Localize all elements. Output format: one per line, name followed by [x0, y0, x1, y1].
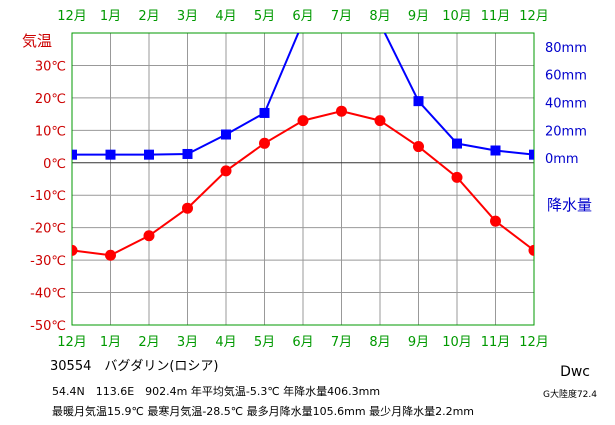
month-label-top: 12月: [519, 9, 549, 24]
month-label-top: 1月: [100, 9, 121, 24]
temperature-point: [490, 215, 501, 227]
temperature-point: [528, 244, 534, 256]
temperature-point: [451, 171, 463, 183]
month-label-top: 5月: [254, 9, 275, 24]
temperature-point: [182, 202, 193, 214]
temperature-point: [143, 230, 155, 242]
month-label-bottom: 11月: [481, 335, 511, 350]
station-info-line-2: 最暖月気温15.9℃ 最寒月気温-28.5℃ 最多月降水量105.6mm 最少月…: [52, 405, 474, 418]
precipitation-point: [221, 129, 231, 140]
precipitation-tick-label: 80mm: [545, 41, 587, 56]
temperature-point: [220, 165, 232, 177]
month-label-bottom: 5月: [254, 335, 275, 350]
temperature-tick-label: -10℃: [30, 189, 66, 204]
precipitation-tick-labels: 80mm 60mm 40mm 20mm 0mm: [545, 41, 587, 167]
temperature-tick-label: -20℃: [30, 222, 66, 237]
precipitation-point: [105, 149, 116, 160]
month-label-bottom: 8月: [369, 335, 390, 350]
month-label-bottom: 12月: [57, 335, 87, 350]
month-label-bottom: 6月: [292, 335, 313, 350]
month-labels-bottom: 12月 1月 2月 3月 4月 5月 6月 7月 8月 9月 10月 11月 12月: [57, 335, 549, 350]
temperature-tick-label: 10℃: [35, 124, 66, 139]
station-info-line-1: 54.4N 113.6E 902.4m 年平均気温-5.3℃ 年降水量406.3…: [52, 385, 381, 398]
temperature-point: [259, 137, 270, 149]
precipitation-point: [529, 149, 534, 160]
temperature-point: [297, 115, 309, 127]
month-label-top: 9月: [408, 9, 429, 24]
precipitation-tick-label: 20mm: [545, 124, 587, 139]
temperature-point: [413, 141, 424, 153]
temperature-point: [336, 105, 347, 117]
month-label-top: 4月: [215, 9, 236, 24]
chart-grid: [72, 32, 534, 325]
precipitation-tick-label: 60mm: [545, 69, 587, 84]
precipitation-point: [182, 148, 193, 159]
month-label-top: 2月: [138, 9, 159, 24]
month-label-bottom: 9月: [408, 335, 429, 350]
plot-frame: [71, 32, 535, 326]
month-label-bottom: 12月: [519, 335, 549, 350]
month-label-bottom: 2月: [138, 335, 159, 350]
month-label-top: 8月: [369, 9, 390, 24]
month-label-bottom: 7月: [331, 335, 352, 350]
precipitation-tick-label: 40mm: [545, 97, 587, 112]
precipitation-point: [259, 107, 270, 118]
temperature-tick-labels: 30℃ 20℃ 10℃ 0℃ -10℃ -20℃ -30℃ -40℃ -50℃: [30, 59, 66, 334]
month-label-top: 12月: [57, 9, 87, 24]
month-label-bottom: 1月: [100, 335, 121, 350]
temperature-point: [72, 244, 78, 256]
month-label-bottom: 4月: [215, 335, 236, 350]
precipitation-point: [72, 149, 77, 160]
precipitation-point: [452, 138, 462, 149]
temperature-point: [105, 249, 116, 261]
station-name: 30554 バグダリン(ロシア): [50, 359, 219, 374]
continentality-note: G大陸度72.4: [542, 390, 597, 400]
temperature-axis-title: 気温: [22, 32, 52, 50]
precipitation-point: [144, 149, 154, 160]
temperature-tick-label: -50℃: [30, 319, 66, 334]
precipitation-point: [490, 145, 501, 156]
precipitation-point: [413, 96, 424, 107]
precipitation-axis-title: 降水量: [547, 196, 592, 214]
climate-classification: Dwc: [560, 364, 590, 380]
precipitation-tick-label: 0mm: [545, 152, 579, 167]
temperature-tick-label: 20℃: [35, 92, 66, 107]
month-label-top: 11月: [481, 9, 511, 24]
month-label-top: 6月: [292, 9, 313, 24]
temperature-tick-label: 30℃: [35, 59, 66, 74]
temperature-tick-label: -30℃: [30, 254, 66, 269]
series-layer: [72, 33, 534, 261]
month-label-top: 3月: [177, 9, 198, 24]
month-labels-top: 12月 1月 2月 3月 4月 5月 6月 7月 8月 9月 10月 11月 12月: [57, 9, 549, 24]
month-label-top: 7月: [331, 9, 352, 24]
temperature-point: [374, 115, 386, 127]
month-label-top: 10月: [442, 9, 472, 24]
month-label-bottom: 3月: [177, 335, 198, 350]
temperature-tick-label: 0℃: [43, 157, 66, 172]
temperature-tick-label: -40℃: [30, 287, 66, 302]
month-label-bottom: 10月: [442, 335, 472, 350]
